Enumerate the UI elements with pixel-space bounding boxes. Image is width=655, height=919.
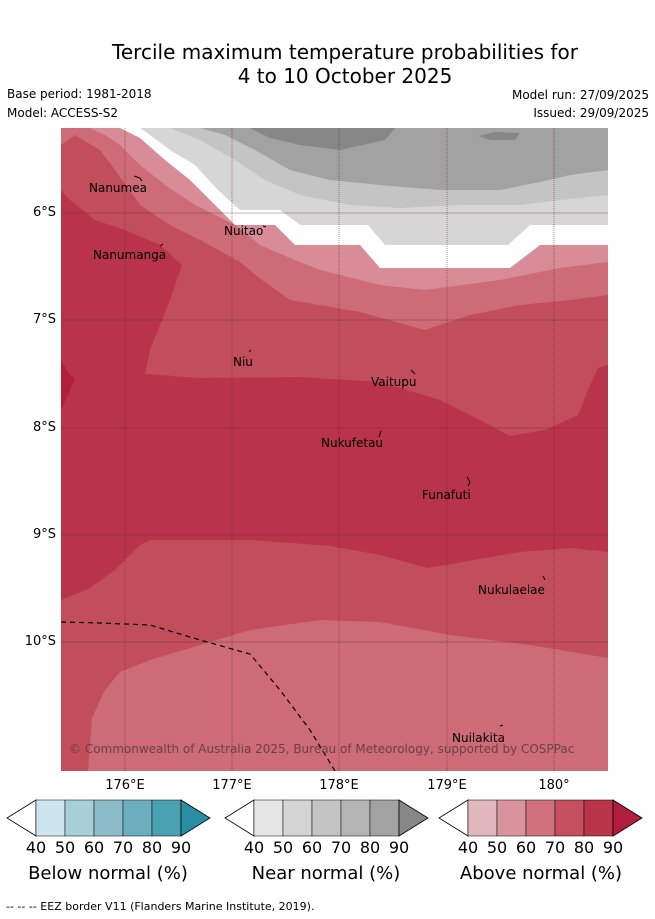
tick-label: 70 (330, 838, 352, 857)
tick-label: 90 (388, 838, 410, 857)
colorbar-near-normal (224, 799, 429, 837)
tick-label: 80 (359, 838, 381, 857)
place-label-nanumea: Nanumea (89, 181, 147, 195)
lon-label-180: 180° (538, 778, 570, 793)
above-normal-60-band-bottom (88, 620, 608, 771)
tick-label: 80 (141, 838, 163, 857)
colorbar-segment (282, 799, 313, 837)
base-period: Base period: 1981-2018 (7, 87, 152, 101)
eez-border-line (61, 621, 336, 771)
colorbar-above-normal (438, 799, 643, 837)
copyright-notice: © Commonwealth of Australia 2025, Bureau… (69, 742, 575, 756)
lat-label-10s: 10°S (24, 634, 56, 649)
tick-label: 50 (486, 838, 508, 857)
near-normal-80-patch (250, 128, 395, 150)
issued-date: Issued: 29/09/2025 (533, 106, 649, 120)
tick-label: 40 (243, 838, 265, 857)
eez-border-legend: -- -- -- EEZ border V11 (Flanders Marine… (6, 900, 315, 913)
place-label-nanumanga: Nanumanga (93, 248, 167, 262)
lon-label-178e: 178°E (319, 778, 359, 793)
island-marks (133, 175, 546, 727)
title-line-1: Tercile maximum temperature probabilitie… (112, 40, 578, 64)
latitude-gridlines (61, 212, 608, 643)
colorbar-segment (496, 799, 527, 837)
tick-label: 70 (544, 838, 566, 857)
place-label-nukulaelae: Nukulaelae (478, 583, 545, 597)
colorbar-segment (583, 799, 614, 837)
above-normal-90-patch (61, 360, 75, 410)
lon-label-176e: 176°E (105, 778, 145, 793)
colorbar-segment (64, 799, 95, 837)
colorbar-segment (122, 799, 153, 837)
colorbar-extend-min (438, 799, 469, 837)
place-label-niu: Niu (233, 355, 253, 369)
tick-label: 40 (457, 838, 479, 857)
colorbar-extend-min (224, 799, 255, 837)
tick-label: 50 (272, 838, 294, 857)
tick-label: 60 (83, 838, 105, 857)
colorbar-segment (467, 799, 498, 837)
place-label-vaitupu: Vaitupu (371, 375, 417, 389)
tick-label: 80 (573, 838, 595, 857)
model-name: Model: ACCESS-S2 (7, 106, 119, 120)
lon-label-179e: 179°E (427, 778, 467, 793)
place-label-funafuti: Funafuti (422, 488, 471, 502)
below-normal-label: Below normal (%) (28, 863, 188, 884)
colorbar-below-normal (6, 799, 211, 837)
colorbar-extend-max (612, 799, 643, 837)
near-normal-label: Near normal (%) (251, 863, 401, 884)
colorbar-segment (554, 799, 585, 837)
colorbar-segment (253, 799, 284, 837)
lon-label-177e: 177°E (212, 778, 252, 793)
near-normal-80-patch-2 (478, 132, 520, 140)
tick-label: 60 (515, 838, 537, 857)
tick-label: 90 (602, 838, 624, 857)
lat-label-6s: 6°S (32, 205, 56, 220)
lat-label-7s: 7°S (32, 312, 56, 327)
chart-title: Tercile maximum temperature probabilitie… (0, 40, 655, 88)
colorbar-segment (151, 799, 182, 837)
lat-label-9s: 9°S (32, 527, 56, 542)
colorbar-segment (525, 799, 556, 837)
title-line-2: 4 to 10 October 2025 (237, 64, 453, 88)
colorbar-extend-max (180, 799, 211, 837)
lat-label-8s: 8°S (32, 420, 56, 435)
colorbar-segment (311, 799, 342, 837)
model-run: Model run: 27/09/2025 (511, 88, 649, 102)
place-label-nuitao: Nuitao (224, 224, 264, 238)
colorbar-extend-max (398, 799, 429, 837)
tick-label: 50 (54, 838, 76, 857)
colorbar-segment (35, 799, 66, 837)
tick-label: 60 (301, 838, 323, 857)
above-normal-label: Above normal (%) (459, 863, 623, 884)
place-label-nukufetau: Nukufetau (321, 436, 384, 450)
tick-label: 40 (25, 838, 47, 857)
colorbar-extend-min (6, 799, 37, 837)
colorbar-segment (369, 799, 400, 837)
probability-map (61, 128, 608, 771)
place-label-nuilakita: Nuilakita (452, 731, 505, 745)
tick-label: 90 (170, 838, 192, 857)
colorbar-segment (93, 799, 124, 837)
colorbar-segment (340, 799, 371, 837)
tick-label: 70 (112, 838, 134, 857)
